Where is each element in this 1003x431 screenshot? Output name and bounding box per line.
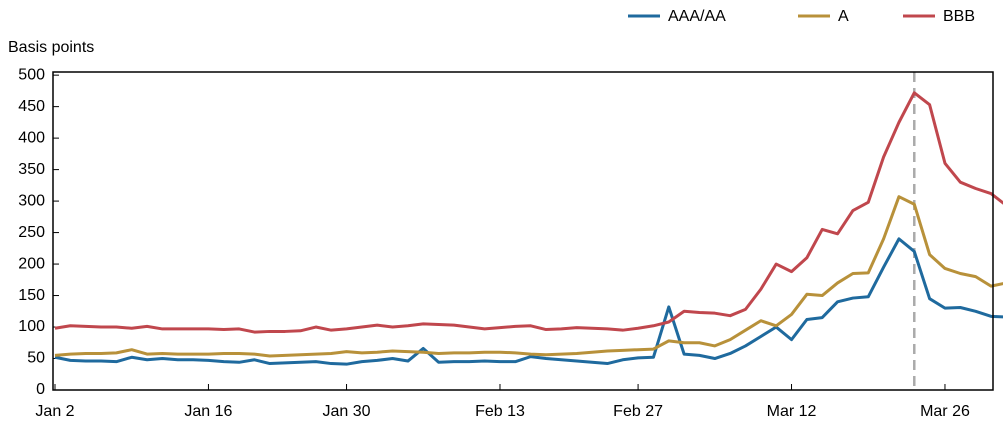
y-tick-label: 100 <box>18 318 45 335</box>
x-tick-label: Mar 12 <box>767 403 817 420</box>
y-tick-label: 300 <box>18 192 45 209</box>
legend-label: AAA/AA <box>668 8 726 25</box>
y-tick-label: 150 <box>18 287 45 304</box>
plot-frame <box>52 71 994 391</box>
series-line <box>54 91 1003 334</box>
legend-label: A <box>838 8 849 25</box>
x-tick-label: Jan 30 <box>323 403 371 420</box>
y-tick-label: 400 <box>18 129 45 146</box>
y-tick-label: 200 <box>18 255 45 272</box>
x-tick-label: Jan 2 <box>35 403 74 420</box>
y-axis-label: Basis points <box>8 39 94 56</box>
y-tick-label: 500 <box>18 66 45 83</box>
series-line <box>54 195 1003 358</box>
y-tick-label: 0 <box>36 381 45 398</box>
x-tick-label: Mar 26 <box>920 403 970 420</box>
x-tick-label: Feb 27 <box>613 403 663 420</box>
y-tick-label: 450 <box>18 98 45 115</box>
series-line <box>54 237 1003 366</box>
y-tick-label: 50 <box>27 350 45 367</box>
legend-label: BBB <box>943 8 975 25</box>
x-tick-label: Feb 13 <box>475 403 525 420</box>
y-tick-label: 250 <box>18 224 45 241</box>
y-tick-label: 350 <box>18 161 45 178</box>
x-tick-label: Jan 16 <box>184 403 232 420</box>
